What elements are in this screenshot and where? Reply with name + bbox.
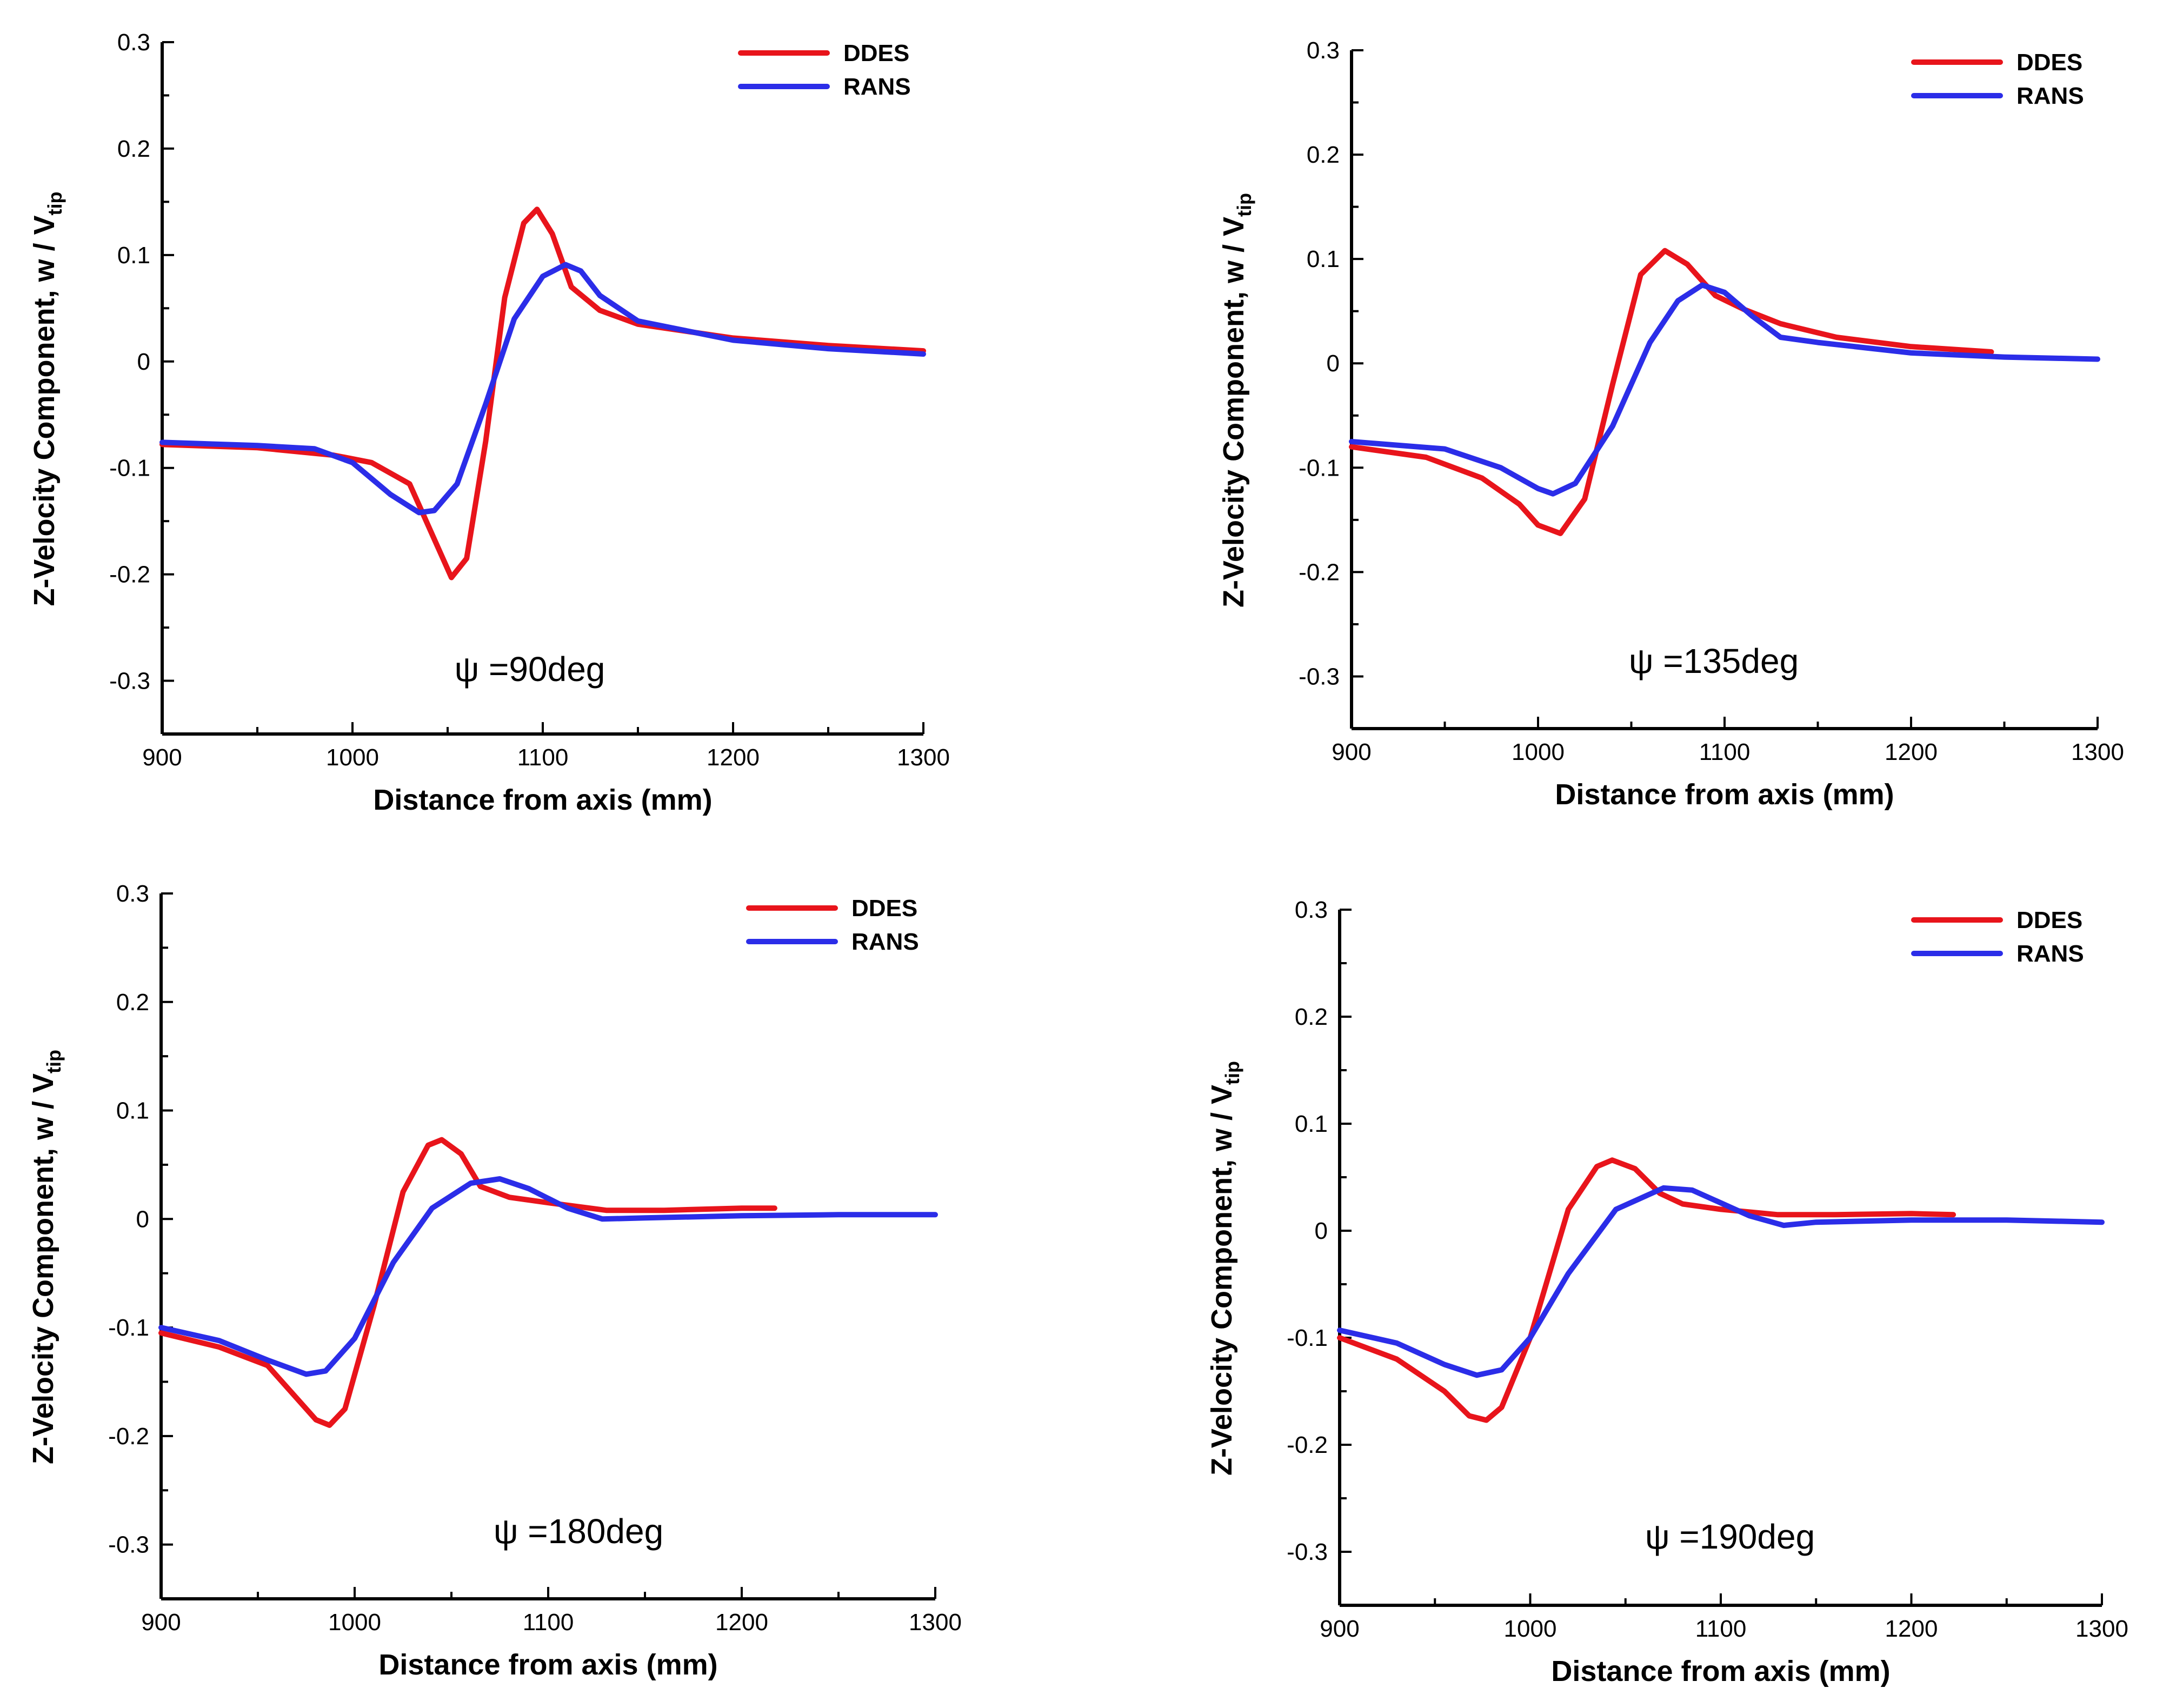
x-tick-label: 900	[1320, 1616, 1359, 1642]
x-tick-label: 1000	[328, 1609, 381, 1636]
y-tick-label: 0.2	[117, 136, 150, 162]
x-tick-label: 1200	[1885, 1616, 1938, 1642]
legend-label: DDES	[851, 895, 917, 922]
x-tick-label: 1300	[909, 1609, 962, 1636]
x-tick-label: 1200	[707, 744, 760, 771]
x-tick-label: 1000	[326, 744, 379, 771]
y-tick-label: 0.1	[116, 1098, 149, 1124]
x-tick-label: 1100	[517, 744, 569, 771]
x-axis-title: Distance from axis (mm)	[1551, 1655, 1890, 1687]
x-tick-label: 1200	[1885, 739, 1938, 765]
x-tick-label: 900	[142, 744, 182, 771]
chart-panel-3: 900 1000 1100 1200 1300 0.3 0.2 0.1 0 -0.1 -0.2 -0.…	[27, 880, 962, 1681]
y-tick-label: 0.3	[1307, 37, 1340, 64]
y-axis-title-main: Z-Velocity Component, w / V	[1206, 1085, 1238, 1476]
y-tick-label: 0.2	[1295, 1004, 1328, 1030]
y-tick-label: 0.2	[1307, 142, 1340, 168]
x-tick-label: 1100	[523, 1609, 574, 1636]
x-tick-label: 1300	[897, 744, 950, 771]
y-axis-title: Z-Velocity Component, w / Vtip	[28, 191, 66, 606]
x-tick-label: 1000	[1512, 739, 1565, 765]
y-tick-label: -0.1	[1299, 455, 1340, 481]
y-tick-label: -0.2	[108, 1423, 149, 1450]
chart-panel-2: 900 1000 1100 1200 1300 0.3 0.2 0.1 0 -0.1 -0.2 -0.…	[1217, 37, 2124, 811]
y-tick-label: -0.2	[1287, 1432, 1328, 1458]
series-line-rans	[1349, 282, 2100, 497]
angle-annotation: ψ =135deg	[1629, 642, 1799, 680]
x-tick-label: 900	[1332, 739, 1371, 765]
x-tick-label: 1300	[2075, 1616, 2128, 1642]
y-tick-label: 0.3	[116, 880, 149, 907]
legend-label: RANS	[843, 74, 911, 100]
y-axis-title-subscript: tip	[44, 191, 66, 215]
y-tick-label: -0.1	[109, 455, 150, 482]
y-axis-title-main: Z-Velocity Component, w / V	[27, 1073, 59, 1464]
x-tick-label: 1300	[2071, 739, 2124, 765]
y-tick-label: 0.1	[1295, 1111, 1328, 1137]
y-tick-label: 0	[136, 1206, 149, 1232]
legend-label: RANS	[2016, 940, 2084, 967]
y-tick-label: 0.3	[117, 29, 150, 56]
x-axis-title: Distance from axis (mm)	[1555, 778, 1894, 811]
chart-panel-1: 900 1000 1100 1200 1300 0.3 0.2 0.1 0 -0.1 -0.2 -0.…	[28, 29, 950, 816]
y-axis-title-subscript: tip	[43, 1050, 65, 1073]
y-tick-label: 0	[1327, 350, 1340, 377]
series-line-rans	[159, 262, 926, 516]
series-line-ddes	[1349, 248, 1994, 536]
series-line-ddes	[159, 206, 926, 581]
series-line-rans	[1337, 1185, 2105, 1378]
y-axis-title-main: Z-Velocity Component, w / V	[1217, 217, 1250, 608]
y-tick-label: -0.3	[1287, 1539, 1328, 1565]
angle-annotation: ψ =190deg	[1645, 1517, 1815, 1556]
y-tick-label: -0.2	[1299, 559, 1340, 585]
x-axis-title: Distance from axis (mm)	[373, 784, 712, 816]
series-line-ddes	[158, 1137, 777, 1428]
y-tick-label: 0	[1315, 1218, 1328, 1244]
x-tick-label: 1100	[1699, 739, 1751, 765]
y-axis-title-subscript: tip	[1221, 1061, 1243, 1085]
legend-label: DDES	[2016, 49, 2082, 76]
legend-label: DDES	[2016, 907, 2082, 933]
y-axis-title: Z-Velocity Component, w / Vtip	[27, 1050, 65, 1464]
y-axis-title-main: Z-Velocity Component, w / V	[28, 215, 61, 606]
y-tick-label: 0.2	[116, 989, 149, 1016]
y-tick-label: -0.3	[108, 1532, 149, 1558]
y-tick-label: 0.1	[117, 242, 150, 269]
legend-label: RANS	[2016, 83, 2084, 109]
y-tick-label: 0	[137, 349, 150, 375]
y-tick-label: -0.2	[109, 562, 150, 588]
y-tick-label: -0.3	[109, 668, 150, 695]
y-tick-label: -0.3	[1299, 663, 1340, 690]
series-line-rans	[158, 1176, 938, 1377]
legend-label: DDES	[843, 40, 909, 66]
y-axis-title-subscript: tip	[1233, 193, 1255, 217]
y-axis-title: Z-Velocity Component, w / Vtip	[1206, 1061, 1243, 1476]
x-tick-label: 1200	[715, 1609, 768, 1636]
x-axis-title: Distance from axis (mm)	[378, 1649, 717, 1681]
y-tick-label: -0.1	[1287, 1325, 1328, 1351]
x-tick-label: 1100	[1695, 1616, 1747, 1642]
x-tick-label: 900	[141, 1609, 181, 1636]
angle-annotation: ψ =180deg	[494, 1512, 663, 1551]
y-tick-label: 0.3	[1295, 897, 1328, 923]
y-tick-label: -0.1	[108, 1315, 149, 1341]
x-tick-label: 1000	[1504, 1616, 1557, 1642]
legend-label: RANS	[851, 929, 919, 955]
y-axis-title: Z-Velocity Component, w / Vtip	[1217, 193, 1255, 608]
angle-annotation: ψ =90deg	[455, 650, 605, 689]
series-line-ddes	[1337, 1157, 1956, 1423]
chart-panel-4: 900 1000 1100 1200 1300 0.3 0.2 0.1 0 -0.1 -0.2 -0.…	[1206, 897, 2128, 1687]
y-tick-label: 0.1	[1307, 246, 1340, 272]
